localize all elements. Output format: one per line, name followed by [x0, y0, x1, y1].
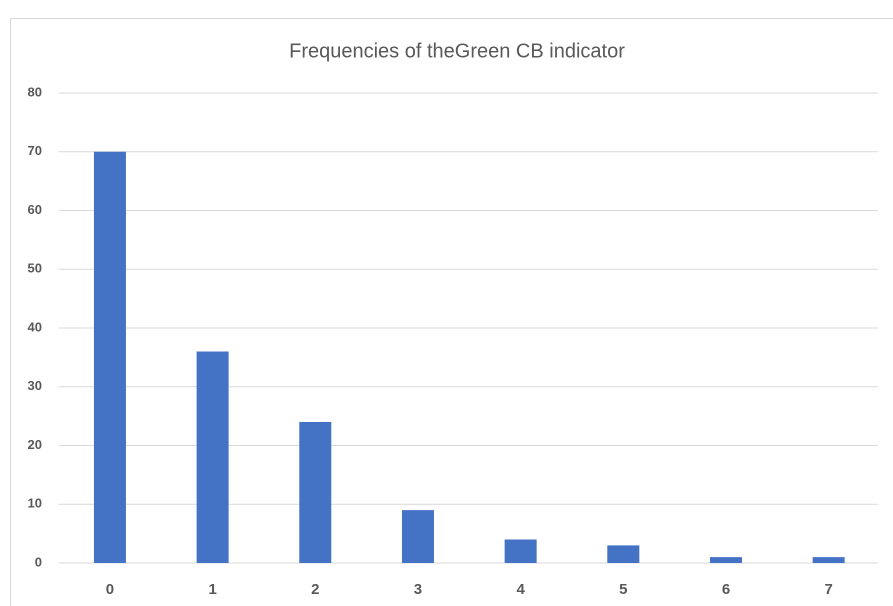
y-tick-label: 0 [35, 554, 42, 569]
x-tick-label: 6 [722, 581, 730, 598]
bar [504, 539, 537, 563]
bar [607, 545, 640, 563]
y-tick-label: 10 [28, 496, 42, 511]
y-tick-label: 20 [28, 437, 42, 452]
bar [299, 422, 332, 563]
chart-title: Frequencies of theGreen CB indicator [289, 40, 625, 62]
x-tick-label: 0 [106, 581, 114, 598]
x-tick-label: 7 [824, 581, 832, 598]
y-tick-label: 70 [28, 143, 42, 158]
x-tick-label: 3 [414, 581, 422, 598]
x-tick-label: 5 [619, 581, 627, 598]
y-tick-label: 60 [28, 202, 42, 217]
y-tick-label: 40 [28, 319, 42, 334]
x-tick-label: 4 [516, 581, 525, 598]
bar [401, 510, 434, 563]
bar [93, 151, 126, 563]
bar [812, 557, 845, 563]
x-tick-label: 1 [208, 581, 216, 598]
chart-frame [10, 18, 893, 606]
y-tick-label: 30 [28, 378, 42, 393]
x-tick-label: 2 [311, 581, 319, 598]
y-tick-label: 50 [28, 261, 42, 276]
bar [709, 557, 742, 563]
bar [196, 351, 229, 563]
y-tick-label: 80 [28, 84, 42, 99]
